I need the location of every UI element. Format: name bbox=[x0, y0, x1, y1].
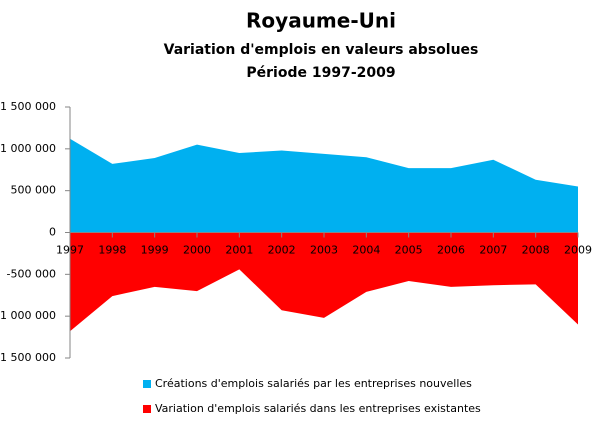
y-tick-label: -1 500 000 bbox=[0, 351, 56, 364]
chart-title: Royaume-Uni bbox=[246, 9, 396, 33]
y-tick-label: 0 bbox=[49, 226, 56, 239]
x-tick-label: 2005 bbox=[395, 244, 423, 257]
x-tick-label: 2003 bbox=[310, 244, 338, 257]
y-tick-label: 1 500 000 bbox=[0, 100, 56, 113]
area bbox=[70, 232, 578, 332]
legend-swatch bbox=[143, 380, 151, 388]
legend-label: Variation d'emplois salariés dans les en… bbox=[155, 402, 481, 415]
x-tick-label: 2006 bbox=[437, 244, 465, 257]
x-tick-label: 2002 bbox=[268, 244, 296, 257]
x-tick-label: 1999 bbox=[141, 244, 169, 257]
y-tick-label: -1 000 000 bbox=[0, 309, 56, 322]
chart-subtitle: Période 1997-2009 bbox=[246, 65, 395, 81]
chart-subtitle: Variation d'emplois en valeurs absolues bbox=[164, 42, 479, 58]
x-tick-label: 1997 bbox=[56, 244, 84, 257]
y-tick-label: 500 000 bbox=[11, 184, 57, 197]
area bbox=[70, 138, 578, 233]
legend-label: Créations d'emplois salariés par les ent… bbox=[155, 377, 472, 390]
x-tick-label: 2001 bbox=[225, 244, 253, 257]
y-tick-label: 1 000 000 bbox=[0, 142, 56, 155]
y-tick-label: -500 000 bbox=[7, 267, 56, 280]
x-tick-label: 2000 bbox=[183, 244, 211, 257]
x-tick-label: 2008 bbox=[522, 244, 550, 257]
x-tick-label: 2004 bbox=[352, 244, 380, 257]
x-tick-label: 2009 bbox=[564, 244, 592, 257]
legend-swatch bbox=[143, 405, 151, 413]
x-tick-label: 2007 bbox=[479, 244, 507, 257]
x-tick-label: 1998 bbox=[98, 244, 126, 257]
